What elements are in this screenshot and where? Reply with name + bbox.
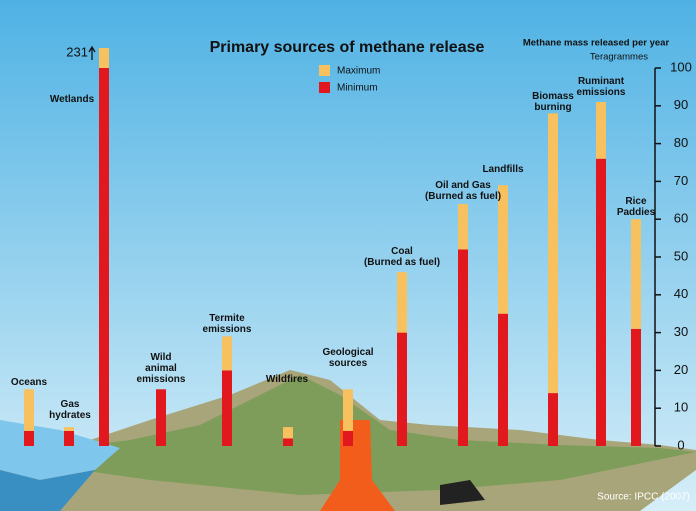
category-label: Oceans <box>10 377 48 388</box>
category-label: Wildfires <box>265 374 309 385</box>
category-label: Gas hydrates <box>49 399 91 421</box>
min-bar <box>596 158 606 446</box>
category-label: Landfills <box>482 164 524 175</box>
category-label: Wild animal emissions <box>136 352 186 385</box>
y-tick-label: 40 <box>674 286 688 301</box>
category-label: Oil and Gas (Burned as fuel) <box>424 180 502 202</box>
max-bar <box>99 48 109 68</box>
min-bar <box>548 393 558 446</box>
min-bar <box>99 68 109 446</box>
y-axis-unit: Teragrammes <box>590 52 648 63</box>
min-bar <box>64 430 74 446</box>
max-bar <box>343 389 353 431</box>
max-bar <box>458 204 468 250</box>
max-bar <box>498 185 508 314</box>
min-bar <box>343 430 353 446</box>
bars <box>24 48 641 446</box>
magma <box>320 420 395 511</box>
legend-label: Minimum <box>337 83 378 94</box>
max-bar <box>631 219 641 329</box>
source: Source: IPCC (2007) <box>597 492 690 503</box>
min-bar <box>458 249 468 446</box>
arrow <box>88 45 96 60</box>
category-label: Geological sources <box>322 347 374 369</box>
max-bar <box>64 427 74 431</box>
y-axis-title: Methane mass released per year <box>523 38 670 49</box>
ocean-side <box>0 470 95 511</box>
y-tick-label: 10 <box>674 400 688 415</box>
y-tick-label: 30 <box>674 324 688 339</box>
chart-title: Primary sources of methane release <box>210 39 485 56</box>
min-bar <box>397 332 407 446</box>
category-label: Rice Paddies <box>616 196 656 218</box>
category-label: Termite emissions <box>202 313 252 335</box>
category-label: Ruminant emissions <box>576 76 626 98</box>
max-bar <box>283 427 293 439</box>
value-label: 231 <box>66 44 88 59</box>
min-bar <box>222 370 232 446</box>
legend-swatch <box>319 65 330 76</box>
y-tick-label: 100 <box>670 59 692 74</box>
max-bar <box>596 102 606 159</box>
max-bar <box>397 272 407 333</box>
max-bar <box>24 389 34 431</box>
category-label: Coal (Burned as fuel) <box>363 246 441 268</box>
oil <box>440 480 485 505</box>
legend-swatch <box>319 82 330 93</box>
y-tick-label: 20 <box>674 362 688 377</box>
category-label: Biomass burning <box>532 91 574 113</box>
category-label: Wetlands <box>49 94 95 105</box>
y-tick-label: 60 <box>674 211 688 226</box>
y-tick-label: 0 <box>677 437 684 452</box>
min-bar <box>283 438 293 446</box>
legend-label: Maximum <box>337 66 380 77</box>
max-bar <box>548 113 558 394</box>
min-bar <box>631 328 641 446</box>
y-tick-label: 50 <box>674 248 688 263</box>
min-bar <box>24 430 34 446</box>
min-bar <box>156 389 166 446</box>
max-bar <box>222 336 232 371</box>
y-tick-label: 70 <box>674 173 688 188</box>
y-tick-label: 80 <box>674 135 688 150</box>
y-tick-label: 90 <box>674 97 688 112</box>
min-bar <box>498 313 508 446</box>
